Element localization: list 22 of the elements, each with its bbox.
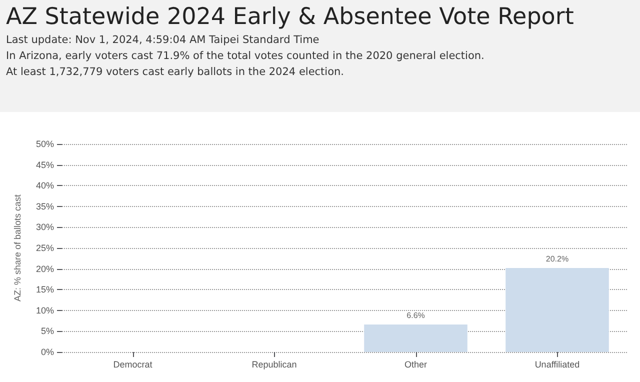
y-tick-label: 20% <box>36 264 54 274</box>
x-tick-label: Republican <box>252 360 297 370</box>
x-tick-label: Unaffiliated <box>534 360 580 370</box>
y-tick-label: 50% <box>36 139 54 149</box>
x-tick-label: Other <box>404 360 428 370</box>
chart-title: AZ Statewide 2024 Early & Absentee Vote Report <box>5 3 575 30</box>
y-tick-label: 25% <box>36 243 54 253</box>
y-tick-label: 35% <box>36 201 54 212</box>
text: In Arizona, early voters cast 71.9% of the total votes counted in the 2020 general election. <box>5 49 486 62</box>
y-axis-title: AZ: % share of ballots cast <box>12 194 22 302</box>
y-tick-label: 10% <box>36 305 54 316</box>
text: At least 1,732,779 voters cast early ballots in the 2024 election. <box>5 65 345 78</box>
y-tick-label: 5% <box>40 326 54 336</box>
y-tick-label: 30% <box>36 222 54 232</box>
y-tick-label: 0% <box>40 347 54 357</box>
x-tick-label: Democrat <box>113 360 153 370</box>
data-label: 20.2% <box>546 254 569 264</box>
y-tick-label: 15% <box>36 284 54 295</box>
chart-subtitle: Last update: Nov 1, 2024, 4:59:04 AM Taipei Standard Time <box>5 33 320 46</box>
y-tick-label: 45% <box>36 160 54 170</box>
y-tick-label: 40% <box>36 180 54 191</box>
data-label: 6.6% <box>406 311 425 320</box>
